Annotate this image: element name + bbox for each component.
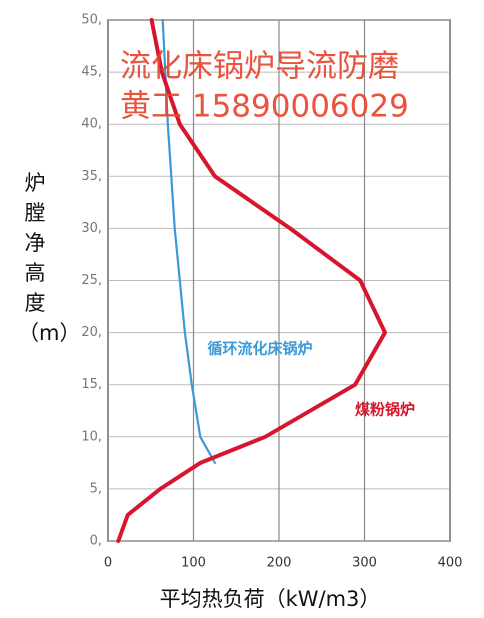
y-axis-label: 炉膛净高度（m）: [18, 171, 81, 345]
x-axis-label: 平均热负荷（kW/m3）: [160, 587, 381, 611]
y-tick-label: 0,: [90, 534, 102, 549]
series-line: [161, 18, 216, 464]
y-tick-label: 30,: [81, 221, 102, 236]
x-tick-label: 100: [181, 556, 206, 571]
watermark-text: 黄工 15890006029: [120, 89, 409, 125]
y-tick-label: 45,: [81, 65, 102, 80]
x-tick-label: 400: [438, 556, 463, 571]
x-tick-label: 0: [104, 556, 112, 571]
series-line: [116, 18, 387, 543]
y-tick-label: 15,: [81, 377, 102, 392]
y-tick-label: 20,: [81, 325, 102, 340]
y-tick-label: 35,: [81, 169, 102, 184]
y-tick-label: 5,: [90, 481, 102, 496]
x-tick-label: 300: [352, 556, 377, 571]
x-tick-label: 200: [267, 556, 292, 571]
y-tick-label: 25,: [81, 273, 102, 288]
y-tick-label: 40,: [81, 117, 102, 132]
y-tick-label: 50,: [81, 13, 102, 28]
series-label: 循环流化床锅炉: [207, 340, 312, 358]
watermark-text: 流化床锅炉导流防磨: [120, 49, 399, 85]
y-tick-label: 10,: [81, 429, 102, 444]
series-label: 煤粉锅炉: [355, 401, 415, 419]
